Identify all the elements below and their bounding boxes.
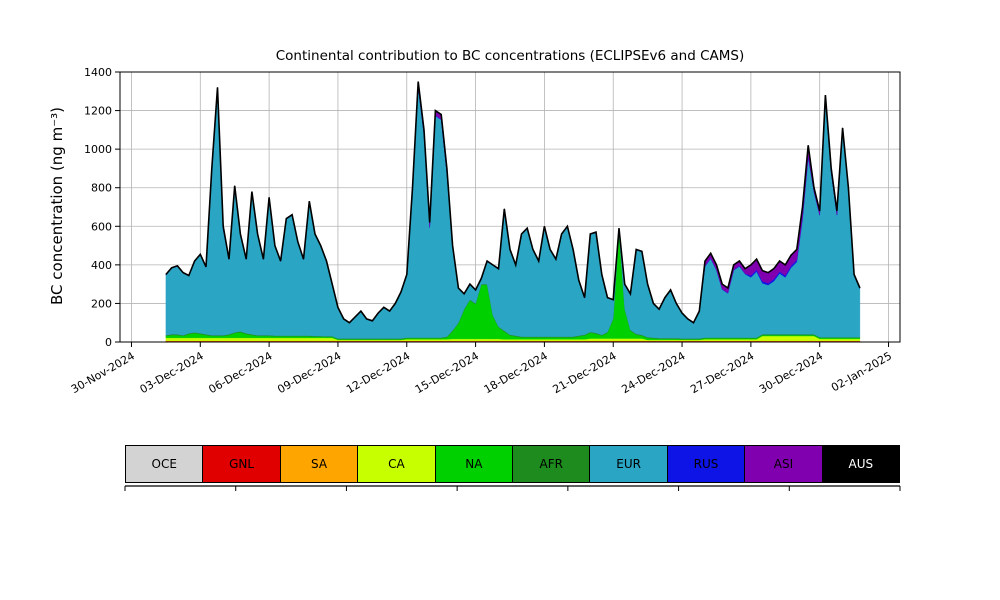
legend-label: NA: [465, 457, 483, 471]
legend-label: OCE: [151, 457, 177, 471]
x-tick-label: 12-Dec-2024: [344, 349, 412, 396]
y-tick-label: 1000: [84, 143, 112, 156]
x-tick-label: 02-Jan-2025: [829, 349, 894, 394]
x-tick-label: 21-Dec-2024: [551, 349, 619, 396]
x-tick-label: 18-Dec-2024: [482, 349, 550, 396]
legend-item-ca: CA: [357, 445, 436, 483]
y-tick-label: 0: [105, 336, 112, 349]
chart-title: Continental contribution to BC concentra…: [275, 48, 745, 64]
legend-item-gnl: GNL: [202, 445, 281, 483]
legend-label: AFR: [539, 457, 563, 471]
x-tick-label: 15-Dec-2024: [413, 349, 481, 396]
legend-item-afr: AFR: [512, 445, 591, 483]
y-tick-label: 800: [91, 182, 112, 195]
x-tick-label: 27-Dec-2024: [688, 349, 756, 396]
x-tick-label: 30-Nov-2024: [69, 349, 137, 396]
legend-label: GNL: [229, 457, 255, 471]
x-tick-label: 03-Dec-2024: [138, 349, 206, 396]
legend-label: ASI: [773, 457, 794, 471]
y-tick-label: 400: [91, 259, 112, 272]
x-tick-label: 09-Dec-2024: [275, 349, 343, 396]
legend-item-sa: SA: [279, 445, 359, 483]
x-tick-label: 30-Dec-2024: [757, 349, 825, 396]
x-tick-label: 06-Dec-2024: [206, 349, 274, 396]
legend-item-asi: ASI: [744, 445, 823, 483]
plot-area: 0 200 400 600 800 1000 1200 1400 30-Nov-2024 03-D…: [69, 66, 901, 396]
legend-axis-strip: [124, 485, 901, 491]
legend: OCE GNL SA CA NA AFR EUR RUS ASI AUS: [125, 445, 901, 483]
y-tick-label: 1400: [84, 66, 112, 79]
legend-label: CA: [388, 457, 405, 471]
legend-item-eur: EUR: [589, 445, 668, 483]
legend-label: RUS: [693, 457, 719, 471]
legend-label: SA: [310, 457, 328, 471]
total-line: [165, 81, 861, 324]
legend-item-rus: RUS: [666, 445, 746, 483]
legend-label: AUS: [848, 457, 874, 471]
y-tick-label: 200: [91, 297, 112, 310]
legend-item-oce: OCE: [125, 445, 204, 483]
area-series-eur: [165, 86, 861, 339]
x-tick-label: 24-Dec-2024: [619, 349, 687, 396]
legend-item-aus: AUS: [821, 445, 901, 483]
y-tick-label: 1200: [84, 105, 112, 118]
plot-border: [119, 71, 901, 343]
y-tick-label: 600: [91, 220, 112, 233]
legend-label: EUR: [616, 457, 641, 471]
legend-item-na: NA: [434, 445, 514, 483]
